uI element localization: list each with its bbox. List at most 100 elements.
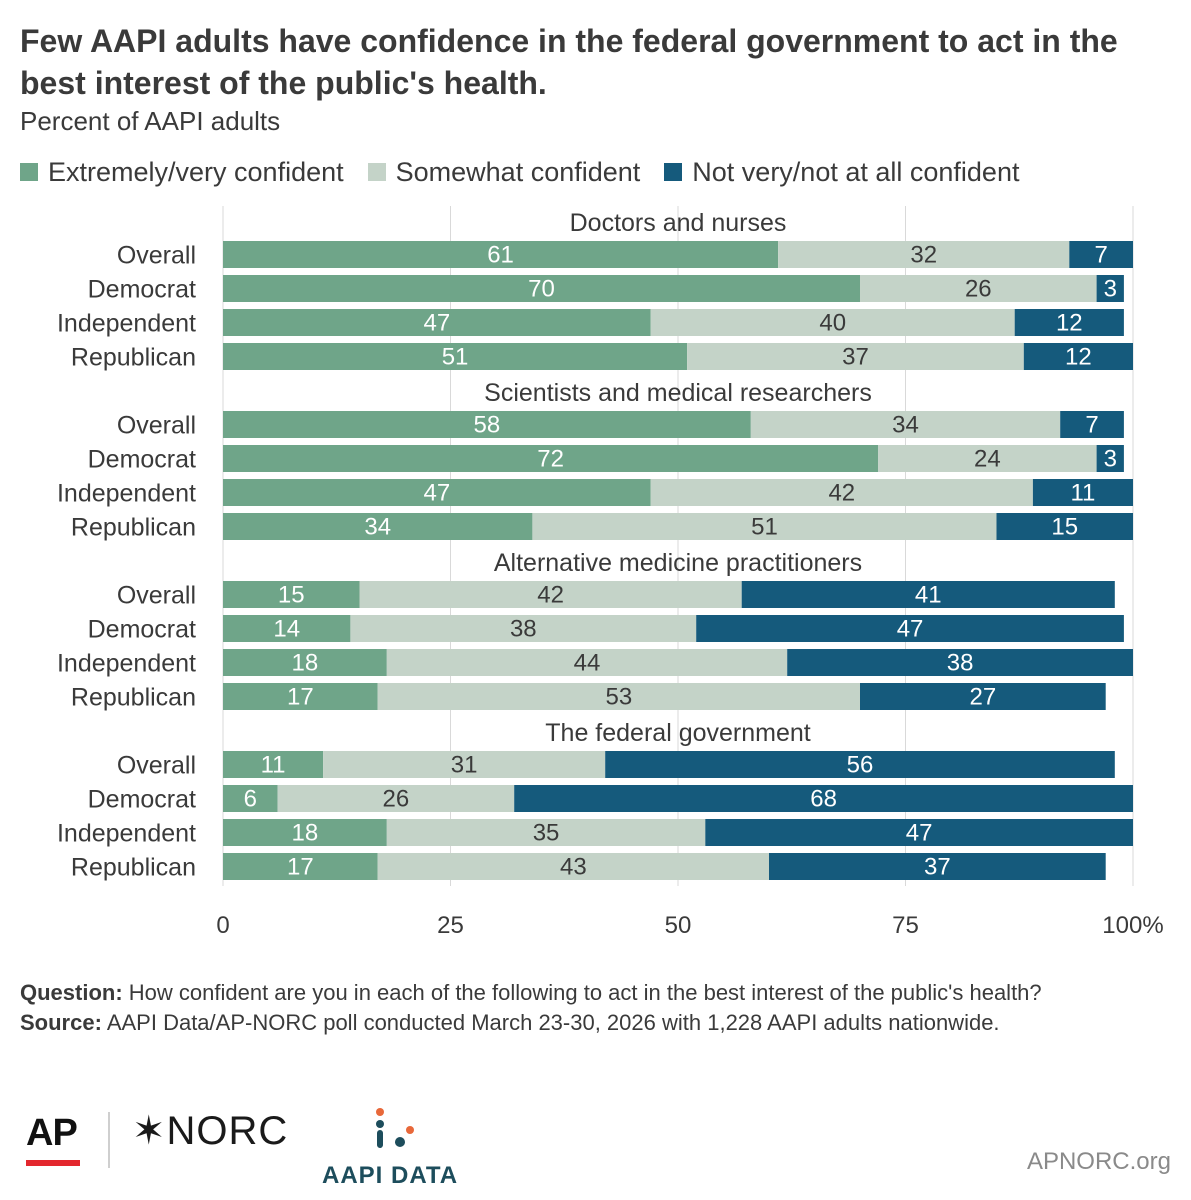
x-tick-label: 100% <box>1102 912 1163 939</box>
bar-segment-extremely-very <box>223 649 387 676</box>
question-label: Question: <box>20 980 123 1005</box>
data-label-somewhat: 51 <box>751 514 778 541</box>
bar-segment-somewhat <box>778 241 1070 268</box>
row-label: Democrat <box>88 786 196 814</box>
data-label-somewhat: 37 <box>842 344 869 371</box>
row-label: Republican <box>71 514 196 542</box>
data-label-somewhat: 43 <box>560 854 587 881</box>
legend-label-somewhat: Somewhat confident <box>395 156 641 187</box>
data-label-extremely-very: 34 <box>364 514 391 541</box>
data-label-extremely-very: 61 <box>487 242 514 269</box>
notes: Question: How confident are you in each … <box>20 978 1170 1038</box>
data-label-not-very: 38 <box>947 650 974 677</box>
bar-segment-extremely-very <box>223 445 879 472</box>
data-label-somewhat: 42 <box>828 480 855 507</box>
data-label-somewhat: 24 <box>974 446 1001 473</box>
data-label-not-very: 12 <box>1056 310 1083 337</box>
data-label-extremely-very: 6 <box>244 786 257 813</box>
x-tick-label: 75 <box>892 912 919 939</box>
bar-segment-somewhat <box>878 445 1097 472</box>
data-label-not-very: 12 <box>1065 344 1092 371</box>
legend: Extremely/very confident Somewhat confid… <box>20 152 1019 192</box>
row-label: Independent <box>57 480 196 508</box>
data-label-somewhat: 31 <box>451 752 478 779</box>
bar-segment-not-very <box>1069 241 1133 268</box>
legend-item-somewhat: Somewhat confident <box>367 156 641 188</box>
row-label: Democrat <box>88 616 196 644</box>
bar-segment-somewhat <box>386 649 788 676</box>
bar-segment-not-very <box>996 513 1133 540</box>
row-label: Independent <box>57 820 196 848</box>
logo-divider <box>108 1112 110 1168</box>
legend-item-not-very: Not very/not at all confident <box>664 157 1019 188</box>
bar-segment-not-very <box>514 785 1133 812</box>
group-title: The federal government <box>545 719 810 747</box>
bar-segment-not-very <box>787 649 1133 676</box>
bar-segment-somewhat <box>532 513 997 540</box>
data-label-somewhat: 26 <box>383 786 410 813</box>
data-label-somewhat: 26 <box>965 276 992 303</box>
ap-logo: AP <box>26 1112 78 1154</box>
data-label-extremely-very: 47 <box>423 310 450 337</box>
bar-segment-not-very <box>1032 479 1133 506</box>
group-title: Alternative medicine practitioners <box>494 549 862 577</box>
legend-label-extremely-very: Extremely/very confident <box>48 156 344 187</box>
bar-segment-extremely-very <box>223 309 651 336</box>
data-label-somewhat: 32 <box>910 242 937 269</box>
bar-segment-not-very <box>1096 275 1124 302</box>
x-tick-label: 0 <box>216 912 229 939</box>
data-label-somewhat: 44 <box>574 650 601 677</box>
data-label-not-very: 7 <box>1085 412 1098 439</box>
bar-segment-extremely-very <box>223 615 351 642</box>
bar-segment-somewhat <box>377 683 860 710</box>
bar-segment-not-very <box>741 581 1115 608</box>
chart-title: Few AAPI adults have confidence in the f… <box>20 23 1118 101</box>
bar-segment-not-very <box>696 615 1124 642</box>
data-label-not-very: 15 <box>1051 514 1078 541</box>
source-text: AAPI Data/AP-NORC poll conducted March 2… <box>101 1010 1000 1035</box>
bar-segment-not-very <box>860 683 1106 710</box>
bar-segment-not-very <box>1060 411 1124 438</box>
data-label-not-very: 56 <box>847 752 874 779</box>
row-label: Independent <box>57 310 196 338</box>
data-label-not-very: 68 <box>810 786 837 813</box>
source-label: Source: <box>20 1010 102 1035</box>
legend-label-not-very: Not very/not at all confident <box>692 156 1020 187</box>
data-label-extremely-very: 11 <box>261 752 286 779</box>
bar-segment-extremely-very <box>223 683 378 710</box>
source-note: Source: AAPI Data/AP-NORC poll conducted… <box>20 1008 1170 1038</box>
aapi-data-logo: AAPI DATA <box>322 1162 459 1189</box>
data-label-not-very: 47 <box>897 616 924 643</box>
data-label-somewhat: 53 <box>605 684 632 711</box>
data-label-extremely-very: 14 <box>273 616 300 643</box>
row-label: Democrat <box>88 446 196 474</box>
data-label-not-very: 37 <box>924 854 951 881</box>
bar-segment-extremely-very <box>223 343 688 370</box>
data-label-extremely-very: 15 <box>278 582 305 609</box>
bar-segment-extremely-very <box>223 785 278 812</box>
data-label-somewhat: 42 <box>537 582 564 609</box>
site-url: APNORC.org <box>1026 1148 1171 1175</box>
bar-segment-not-very <box>605 751 1115 778</box>
bar-segment-extremely-very <box>223 411 751 438</box>
legend-swatch-somewhat <box>367 163 386 181</box>
data-label-extremely-very: 18 <box>292 650 319 677</box>
row-label: Overall <box>117 412 196 440</box>
data-label-not-very: 7 <box>1094 242 1107 269</box>
data-label-not-very: 47 <box>906 820 933 847</box>
group-title: Doctors and nurses <box>570 209 787 237</box>
bar-segment-extremely-very <box>223 241 779 268</box>
data-label-extremely-very: 70 <box>528 276 555 303</box>
legend-swatch-not-very <box>664 163 683 181</box>
bar-segment-not-very <box>705 819 1133 846</box>
bar-segment-somewhat <box>860 275 1097 302</box>
bar-segment-not-very <box>769 853 1106 880</box>
aapi-data-logo-icon <box>376 1108 414 1148</box>
bar-segment-extremely-very <box>223 751 324 778</box>
data-label-extremely-very: 17 <box>287 684 314 711</box>
data-label-extremely-very: 51 <box>442 344 469 371</box>
norc-logo: ✶NORC <box>132 1109 289 1153</box>
row-label: Overall <box>117 752 196 780</box>
data-label-not-very: 3 <box>1104 276 1117 303</box>
bar-segment-extremely-very <box>223 513 533 540</box>
